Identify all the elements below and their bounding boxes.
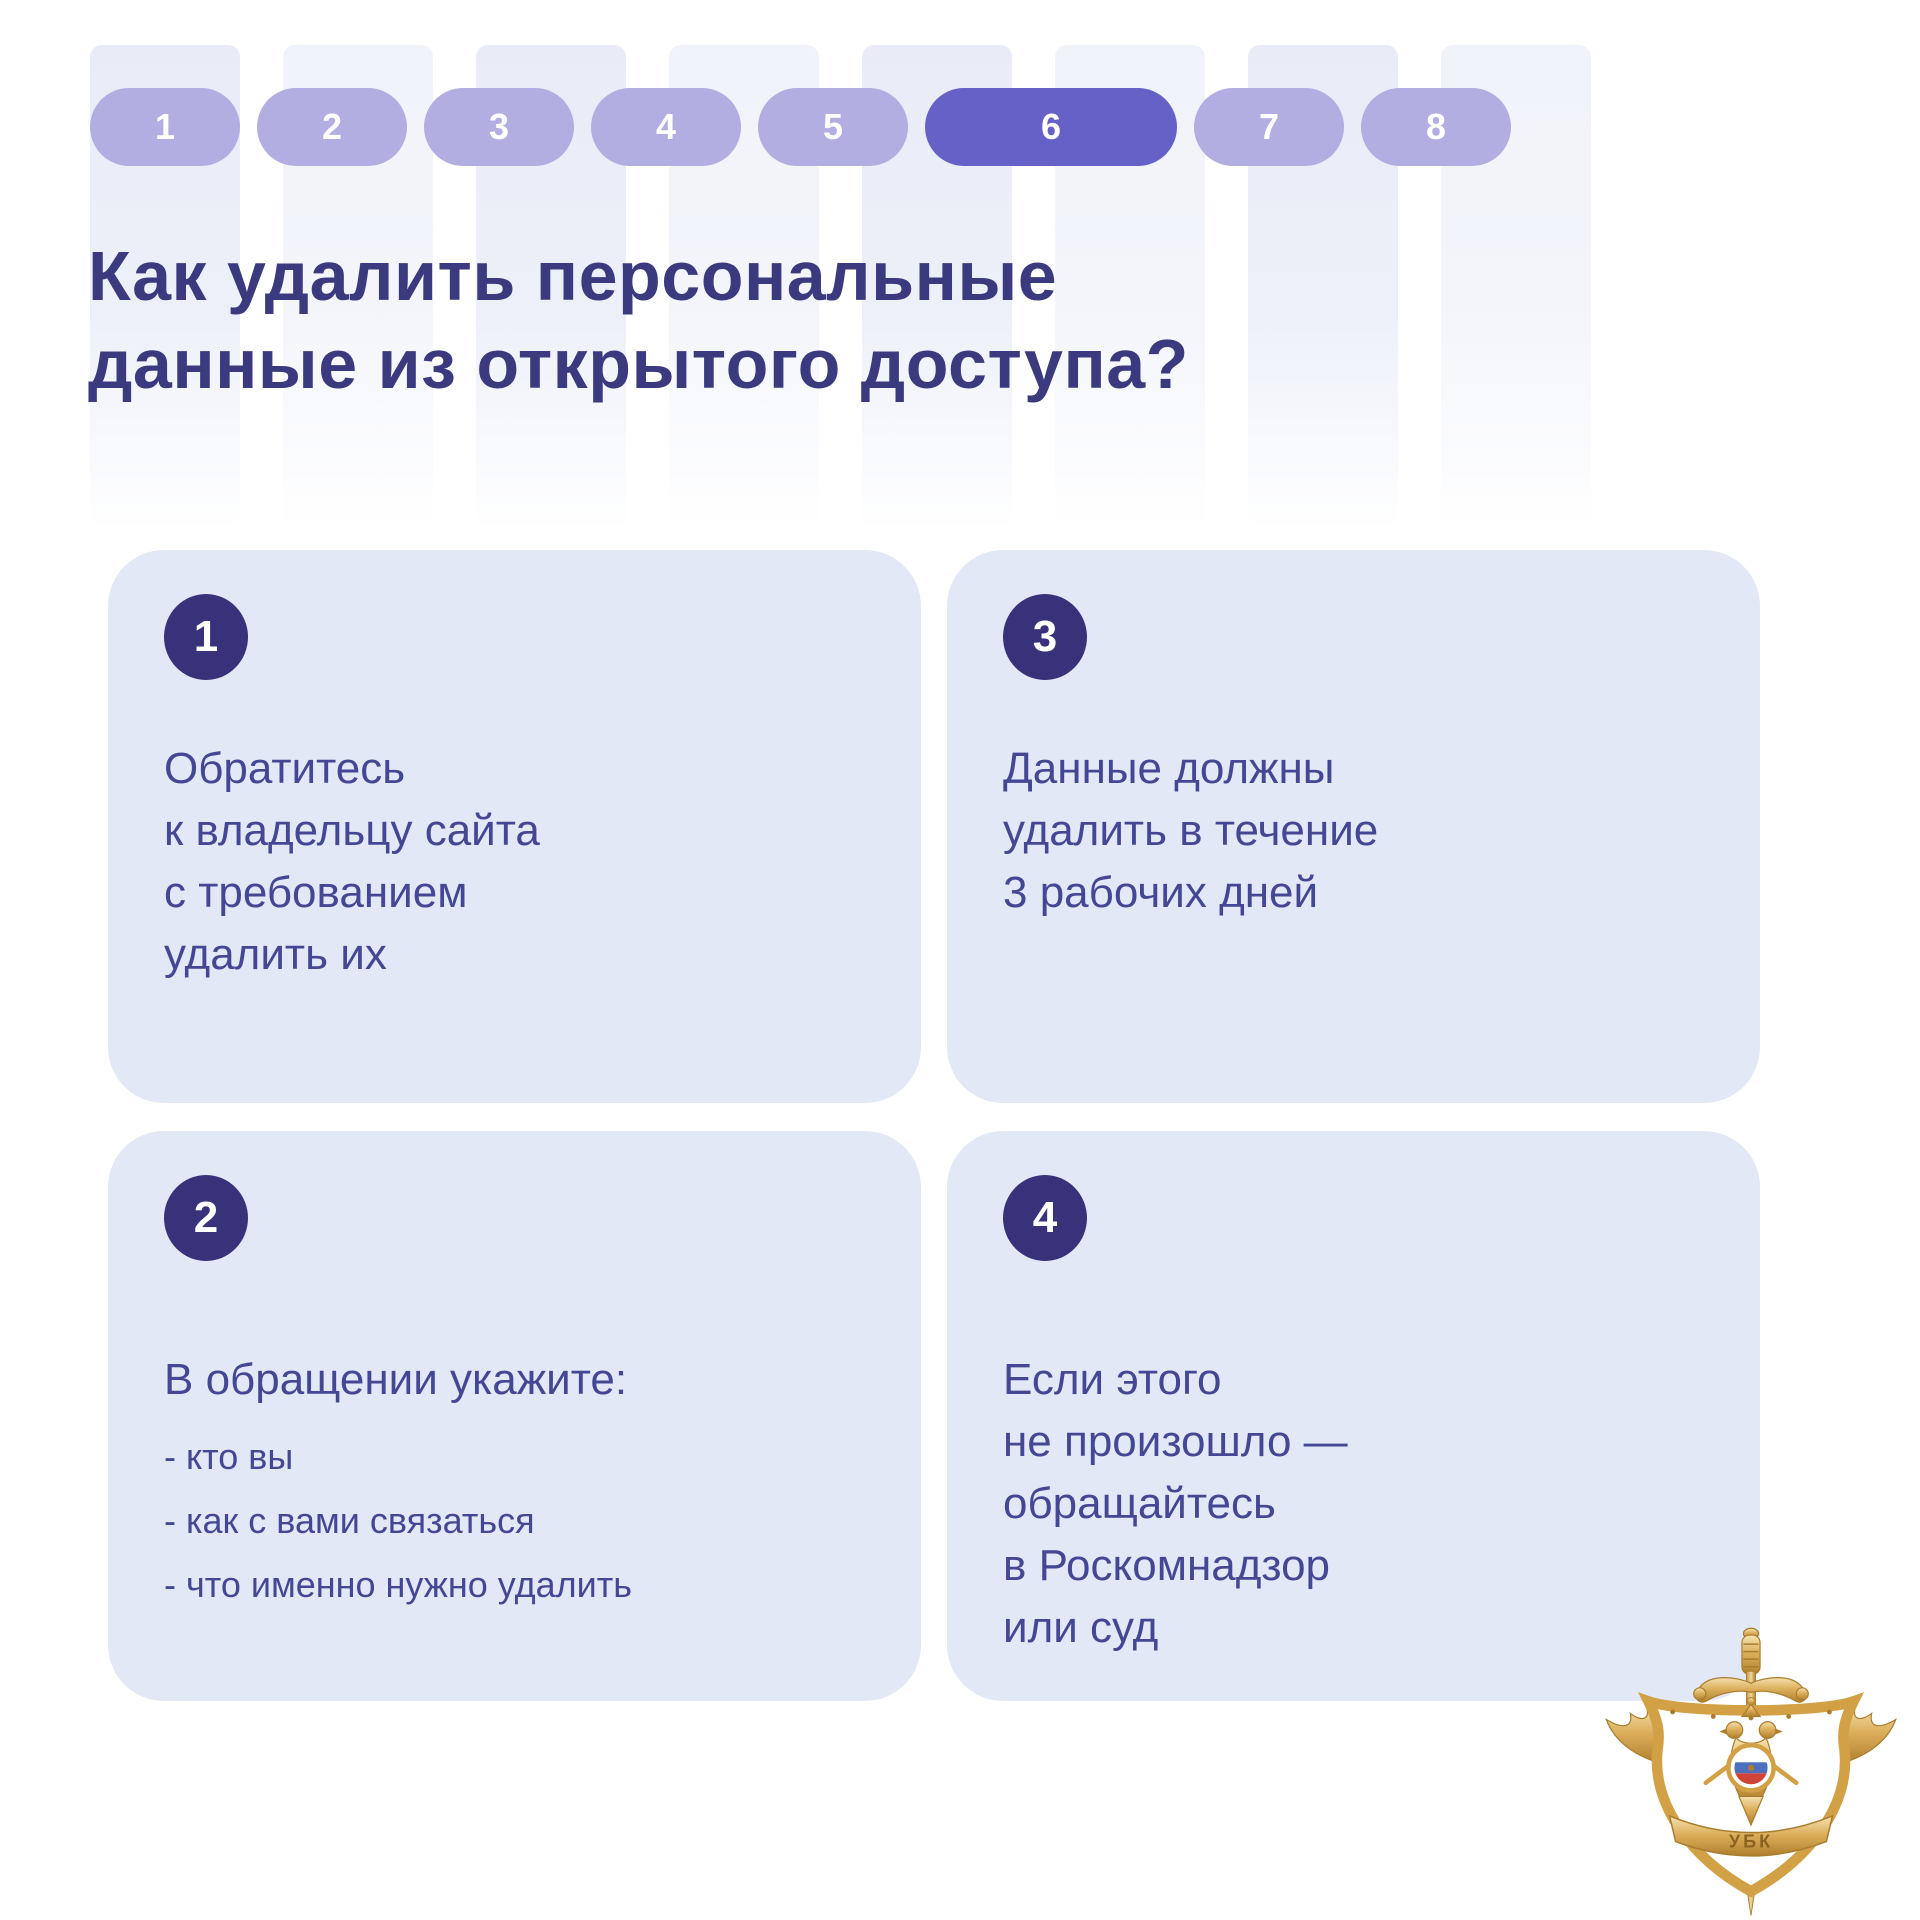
- page-pill-8[interactable]: 8: [1361, 88, 1511, 166]
- step-card-4: 4 Если этого не произошло — обращайтесь …: [947, 1131, 1760, 1701]
- step-1-number-badge: 1: [164, 594, 248, 680]
- text-line: в Роскомнадзор: [1003, 1541, 1331, 1590]
- step-card-3: 3 Данные должны удалить в течение 3 рабо…: [947, 550, 1760, 1103]
- text-line: не произошло —: [1003, 1417, 1348, 1466]
- text-line: с требованием: [164, 868, 468, 917]
- step-4-number-badge: 4: [1003, 1175, 1087, 1261]
- pagination: 1 2 3 4 5 6 7 8: [90, 88, 1511, 166]
- text-line: обращайтесь: [1003, 1479, 1276, 1528]
- step-4-text: Если этого не произошло — обращайтесь в …: [1003, 1349, 1704, 1659]
- bullet-item: - как с вами связаться: [164, 1500, 535, 1541]
- ubk-mvd-emblem: УБК: [1600, 1626, 1902, 1920]
- step-3-number-badge: 3: [1003, 594, 1087, 680]
- page-pill-1[interactable]: 1: [90, 88, 240, 166]
- page-title: Как удалить персональные данные из откры…: [88, 232, 1189, 408]
- text-line: удалить в течение: [1003, 806, 1379, 855]
- step-3-text: Данные должны удалить в течение 3 рабочи…: [1003, 738, 1704, 924]
- bullet-item: - кто вы: [164, 1436, 294, 1477]
- step-card-2: 2 В обращении укажите: - кто вы - как с …: [108, 1131, 921, 1701]
- banner: УБК: [1668, 1814, 1834, 1857]
- page-pill-2[interactable]: 2: [257, 88, 407, 166]
- step-1-text: Обратитесь к владельцу сайта с требовани…: [164, 738, 865, 986]
- text-line: к владельцу сайта: [164, 806, 540, 855]
- text-line: 3 рабочих дней: [1003, 868, 1319, 917]
- step-2-number-badge: 2: [164, 1175, 248, 1261]
- text-line: удалить их: [164, 930, 387, 979]
- page-pill-7[interactable]: 7: [1194, 88, 1344, 166]
- ubk-emblem-graphic: УБК: [1605, 1627, 1897, 1916]
- banner-text: УБК: [1729, 1832, 1773, 1852]
- text-line: Данные должны: [1003, 744, 1335, 793]
- step-2-bullets: - кто вы - как с вами связаться - что им…: [164, 1425, 865, 1617]
- page-pill-3[interactable]: 3: [424, 88, 574, 166]
- text-line: Если этого: [1003, 1355, 1222, 1404]
- step-card-1: 1 Обратитесь к владельцу сайта с требова…: [108, 550, 921, 1103]
- title-line-1: Как удалить персональные: [88, 237, 1058, 315]
- title-line-2: данные из открытого доступа?: [88, 325, 1189, 403]
- step-2-text: В обращении укажите: - кто вы - как с ва…: [164, 1349, 865, 1617]
- text-line: или суд: [1003, 1603, 1159, 1652]
- steps-grid: 1 Обратитесь к владельцу сайта с требова…: [108, 550, 1760, 1701]
- text-line: Обратитесь: [164, 744, 406, 793]
- step-2-heading: В обращении укажите:: [164, 1355, 628, 1404]
- tricolor-medallion: [1726, 1742, 1776, 1793]
- page-pill-5[interactable]: 5: [758, 88, 908, 166]
- page-pill-4[interactable]: 4: [591, 88, 741, 166]
- page-pill-6-active[interactable]: 6: [925, 88, 1177, 166]
- bullet-item: - что именно нужно удалить: [164, 1564, 632, 1605]
